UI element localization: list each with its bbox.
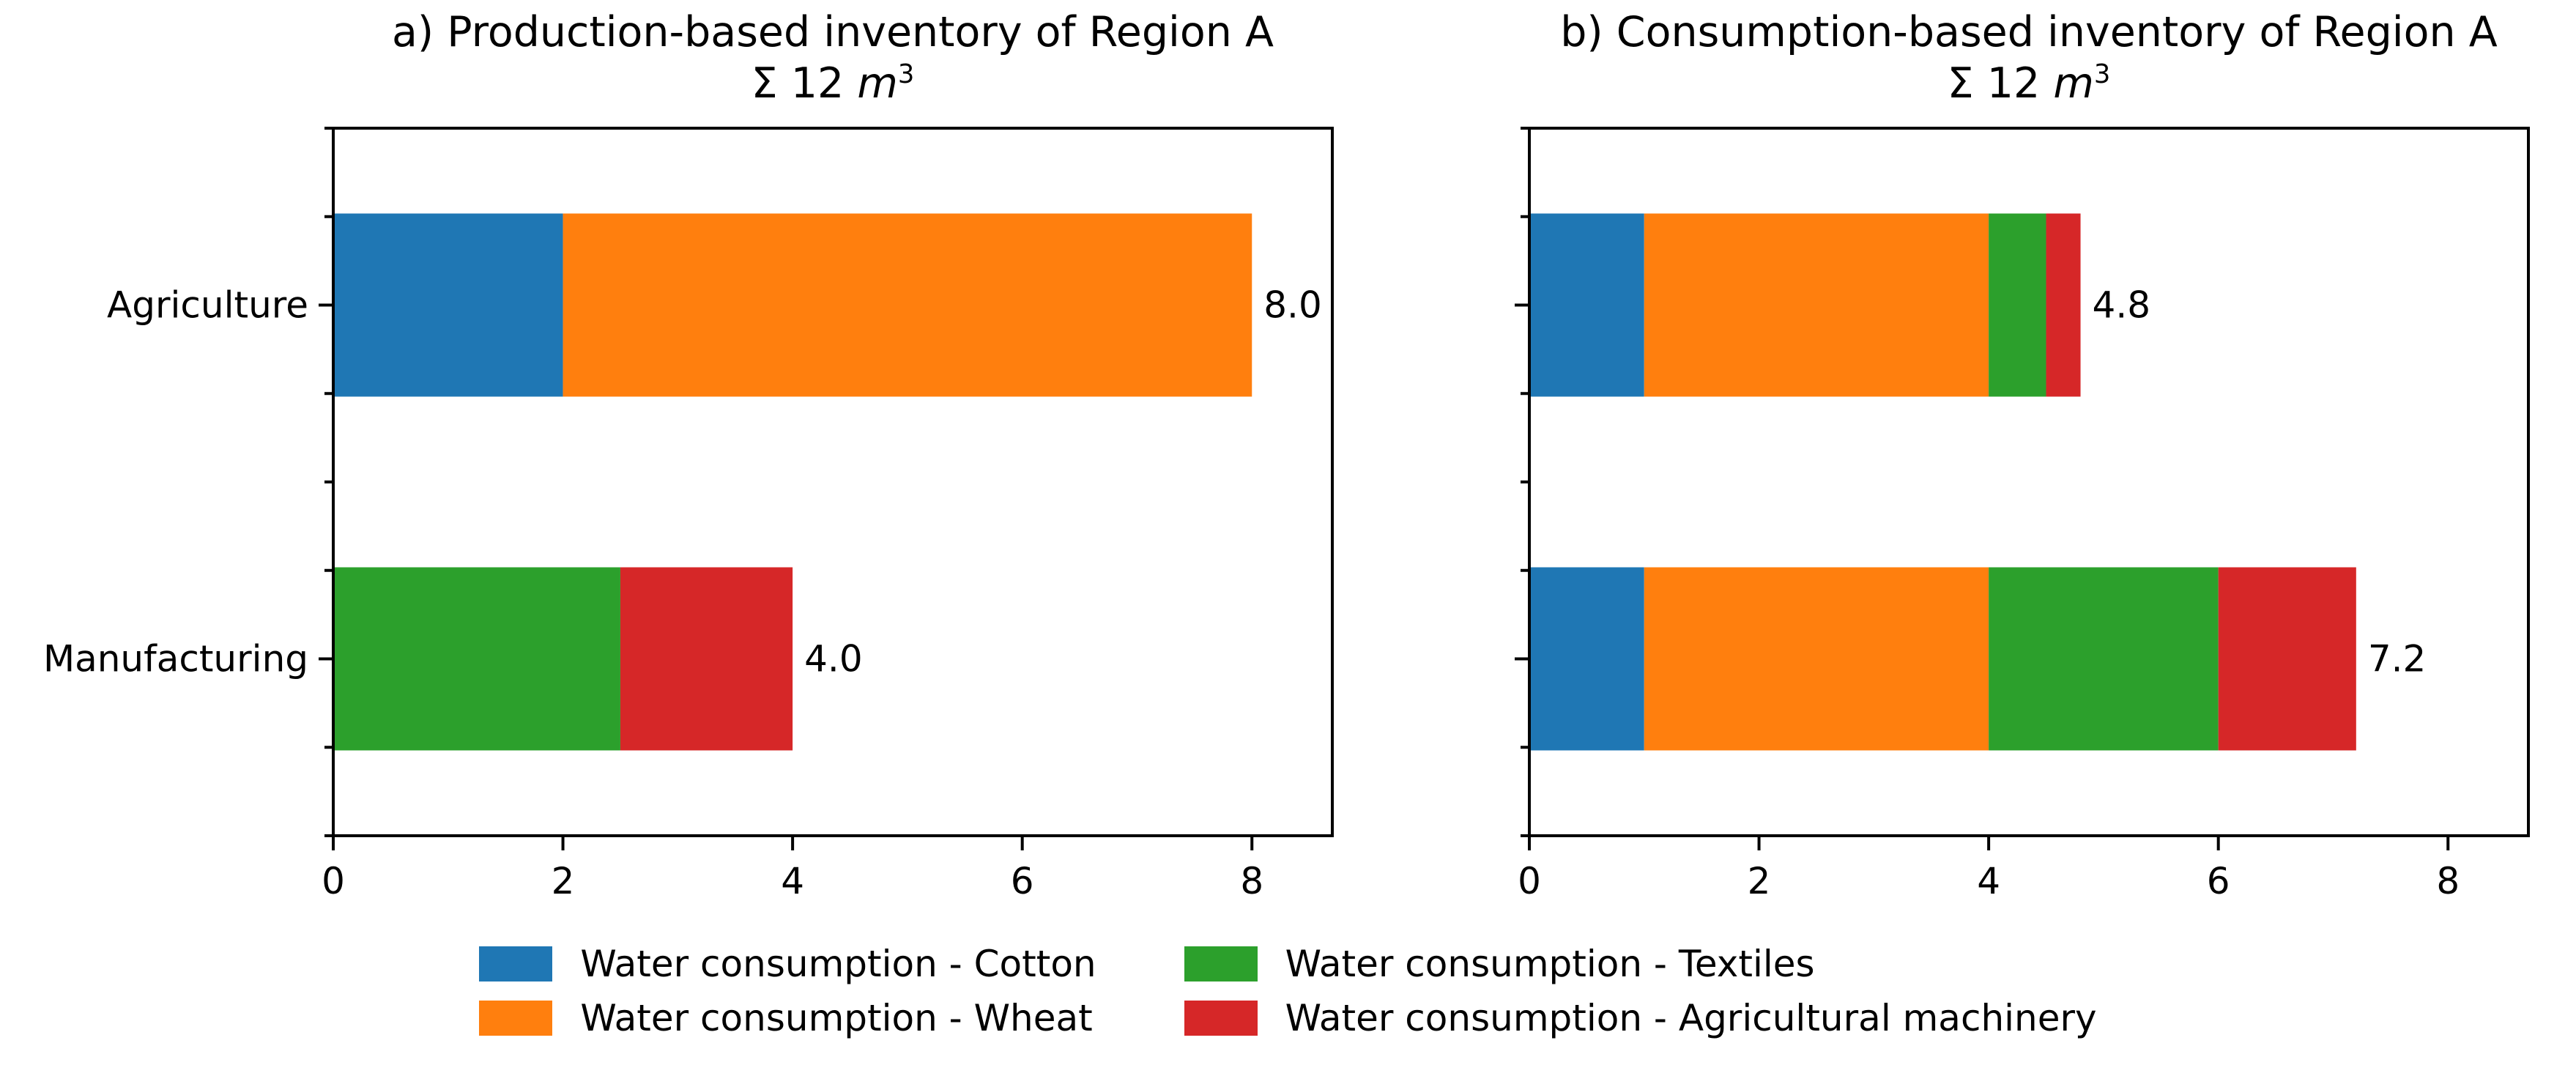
textiles-swatch-icon <box>1184 946 1258 981</box>
x-tick-label: 8 <box>1240 860 1263 902</box>
legend: Water consumption - Cotton Water consump… <box>0 943 2576 1039</box>
x-tick-label: 4 <box>781 860 804 902</box>
bar-segment <box>1989 567 2219 751</box>
chart-b-title: b) Consumption-based inventory of Region… <box>1560 8 2498 56</box>
x-tick-label: 2 <box>552 860 575 902</box>
chart-b-title-block: b) Consumption-based inventory of Region… <box>1529 9 2528 107</box>
bar-segment <box>1989 213 2046 397</box>
legend-item-wheat: Water consumption - Wheat <box>479 998 1096 1039</box>
bar-total-label: 8.0 <box>1263 284 1322 327</box>
legend-column-2: Water consumption - Textiles Water consu… <box>1184 943 2097 1039</box>
chart-b-subtitle: Σ 12 m3 <box>1529 60 2528 107</box>
chart-b-subtitle-exponent: 3 <box>2093 59 2111 89</box>
chart-a-subtitle-exponent: 3 <box>897 59 915 89</box>
wheat-swatch-icon <box>479 1001 553 1036</box>
x-tick-label: 0 <box>322 860 345 902</box>
cotton-swatch-icon <box>479 946 553 981</box>
x-tick-label: 6 <box>2207 860 2230 902</box>
bar-total-label: 7.2 <box>2368 638 2427 680</box>
chart-a-subtitle-unit: m <box>857 59 898 108</box>
x-tick-label: 8 <box>2436 860 2460 902</box>
chart-a-subtitle: Σ 12 m3 <box>333 60 1332 107</box>
bar-segment <box>1529 213 1644 397</box>
chart-a-title: a) Production-based inventory of Region … <box>392 8 1274 56</box>
bar-segment <box>1644 213 1989 397</box>
legend-label-agricultural-machinery: Water consumption - Agricultural machine… <box>1285 997 2097 1039</box>
x-tick-label: 4 <box>1977 860 2000 902</box>
bar-segment <box>333 567 620 751</box>
bar-segment <box>333 213 563 397</box>
legend-label-wheat: Water consumption - Wheat <box>580 997 1093 1039</box>
bar-segment <box>2046 213 2081 397</box>
bar-segment <box>620 567 793 751</box>
legend-column-1: Water consumption - Cotton Water consump… <box>479 943 1096 1039</box>
legend-item-textiles: Water consumption - Textiles <box>1184 943 2097 984</box>
bar-total-label: 4.8 <box>2093 284 2151 327</box>
chart-a-subtitle-sigma: Σ 12 <box>751 59 858 108</box>
bar-total-label: 4.0 <box>804 638 863 680</box>
category-label: Manufacturing <box>43 638 308 680</box>
x-tick-label: 0 <box>1518 860 1541 902</box>
bar-segment <box>1529 567 1644 751</box>
legend-label-textiles: Water consumption - Textiles <box>1285 943 1815 985</box>
chart-b-subtitle-unit: m <box>2053 59 2094 108</box>
legend-item-cotton: Water consumption - Cotton <box>479 943 1096 984</box>
legend-label-cotton: Water consumption - Cotton <box>580 943 1096 985</box>
agricultural-machinery-swatch-icon <box>1184 1001 1258 1036</box>
category-label: Agriculture <box>107 284 308 327</box>
bar-segment <box>2218 567 2356 751</box>
bar-segment <box>1644 567 1989 751</box>
bar-segment <box>563 213 1252 397</box>
x-tick-label: 6 <box>1011 860 1034 902</box>
chart-b-subtitle-sigma: Σ 12 <box>1947 59 2054 108</box>
chart-a-title-block: a) Production-based inventory of Region … <box>333 9 1332 107</box>
legend-item-agricultural-machinery: Water consumption - Agricultural machine… <box>1184 998 2097 1039</box>
x-tick-label: 2 <box>1748 860 1771 902</box>
